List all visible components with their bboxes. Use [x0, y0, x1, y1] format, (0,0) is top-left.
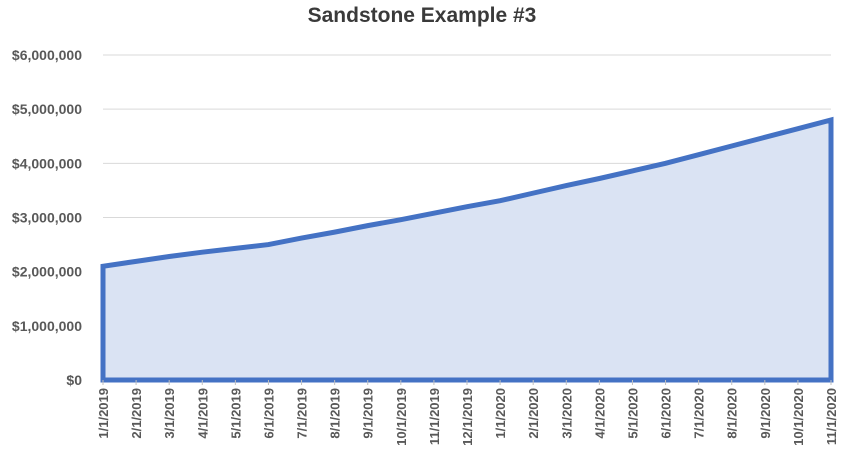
- x-tick-label: 1/1/2019: [96, 388, 111, 439]
- x-tick-label: 3/1/2020: [559, 388, 574, 439]
- y-tick-label: $1,000,000: [12, 318, 82, 334]
- y-tick-label: $5,000,000: [12, 101, 82, 117]
- x-tick-label: 5/1/2019: [228, 388, 243, 439]
- x-tick-label: 1/1/2020: [493, 388, 508, 439]
- x-tick-label: 2/1/2020: [526, 388, 541, 439]
- x-tick-label: 10/1/2019: [394, 388, 409, 446]
- x-tick-label: 2/1/2019: [129, 388, 144, 439]
- chart-title: Sandstone Example #3: [307, 4, 537, 27]
- x-tick-label: 11/1/2020: [824, 388, 839, 445]
- area-layer: [100, 116, 834, 383]
- x-tick-label: 9/1/2020: [758, 388, 773, 439]
- y-tick-label: $3,000,000: [12, 210, 82, 226]
- x-tick-label: 7/1/2020: [692, 388, 707, 439]
- x-tick-label: 4/1/2019: [195, 388, 210, 439]
- x-tick-label: 11/1/2019: [427, 388, 442, 445]
- x-tick-label: 6/1/2020: [659, 388, 674, 439]
- y-tick-label: $2,000,000: [12, 264, 82, 280]
- x-axis-ticks: 1/1/2019 2/1/2019 3/1/2019 4/1/2019 5/1/2019…: [96, 380, 839, 446]
- x-tick-label: 10/1/2020: [791, 388, 806, 446]
- x-tick-label: 12/1/2019: [460, 388, 475, 446]
- x-tick-label: 6/1/2019: [261, 388, 276, 439]
- x-tick-label: 4/1/2020: [592, 388, 607, 439]
- area-series: [100, 116, 834, 383]
- x-tick-label: 3/1/2019: [162, 388, 177, 439]
- x-tick-label: 8/1/2019: [328, 388, 343, 439]
- x-tick-label: 8/1/2020: [725, 388, 740, 439]
- y-axis-ticks: $0 $1,000,000 $2,000,000 $3,000,000 $4,000,0…: [12, 47, 82, 388]
- x-tick-label: 9/1/2019: [361, 388, 376, 439]
- y-tick-label: $4,000,000: [12, 155, 82, 171]
- x-tick-label: 7/1/2019: [295, 388, 310, 439]
- y-tick-label: $6,000,000: [12, 47, 82, 63]
- x-tick-label: 5/1/2020: [625, 388, 640, 439]
- y-tick-label: $0: [66, 372, 82, 388]
